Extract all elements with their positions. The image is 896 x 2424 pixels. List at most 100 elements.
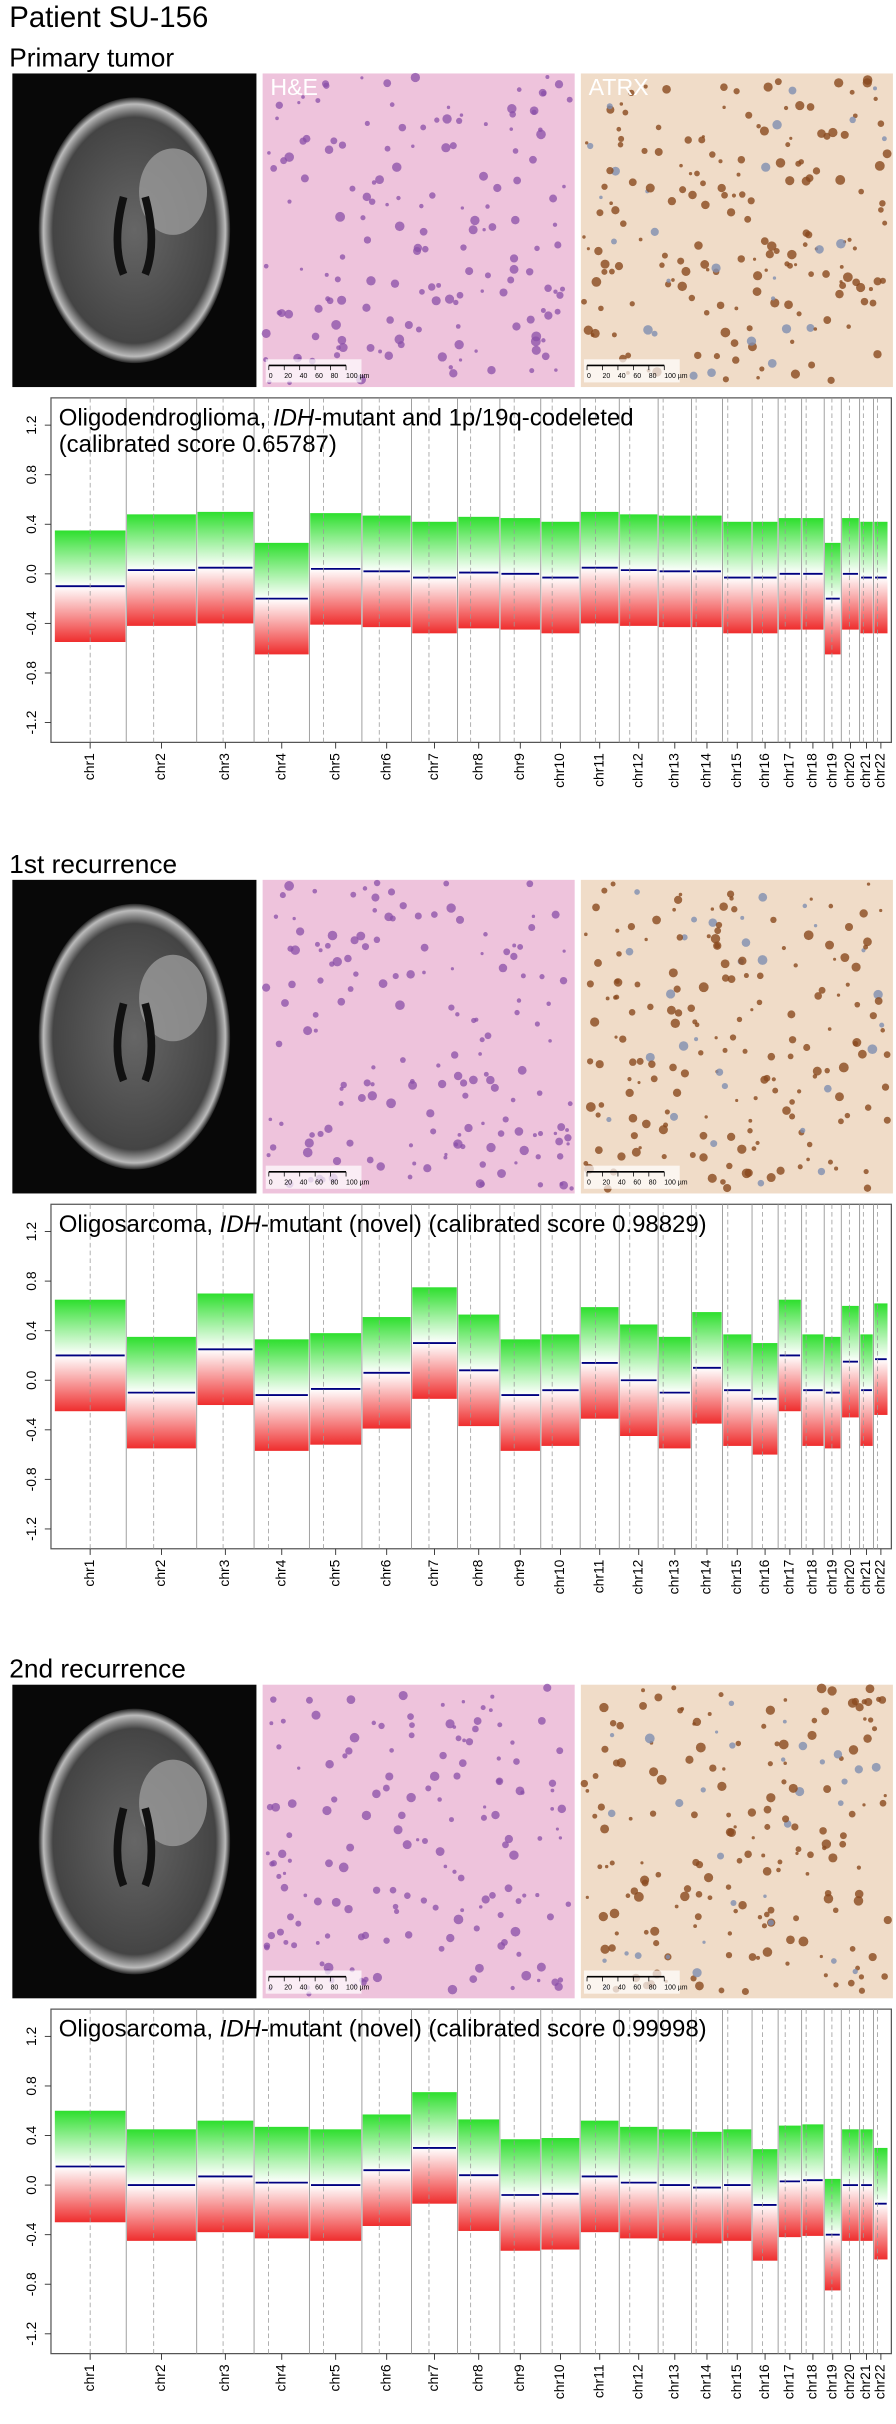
he-nucleus (562, 184, 566, 189)
atrx-nucleus (592, 903, 600, 912)
atrx-nucleus (767, 1906, 775, 1914)
x-tick-label: chr9 (511, 1559, 527, 1586)
he-nucleus (404, 320, 413, 330)
he-nucleus (516, 87, 522, 92)
atrx-nucleus (665, 1954, 671, 1960)
atrx-nucleus (765, 250, 774, 259)
mri-ventricle (113, 1002, 156, 1083)
he-nucleus (392, 973, 399, 980)
he-nucleus (317, 1130, 324, 1137)
atrx-nucleus (695, 1891, 703, 1898)
atrx-nucleus (651, 330, 658, 337)
he-nucleus (325, 1759, 334, 1769)
atrx-nucleus (611, 206, 620, 215)
atrx-nucleus (617, 1152, 626, 1161)
atrx-nucleus (709, 151, 716, 158)
atrx-nucleus (719, 902, 728, 911)
he-nucleus (288, 980, 296, 989)
scale-label: 80 (649, 1179, 657, 1186)
atrx-nucleus (756, 123, 761, 129)
atrx-nucleus (700, 1787, 706, 1793)
atrx-nucleus (808, 361, 816, 369)
atrx-nucleus (615, 928, 620, 933)
atrx-nucleus (773, 247, 780, 255)
atrx-nucleus (787, 249, 797, 260)
atrx-nucleus (655, 124, 662, 131)
y-tick-label: -0.4 (23, 611, 39, 635)
atrx-nucleus (709, 1764, 717, 1772)
he-nucleus (371, 1065, 376, 1070)
he-nucleus (504, 1834, 513, 1844)
he-nucleus (331, 319, 341, 330)
y-tick-label: 0.0 (23, 564, 39, 584)
he-nucleus (361, 1810, 372, 1821)
atrx-nucleus (669, 1063, 677, 1072)
atrx-nucleus (822, 270, 830, 278)
he-nucleus (437, 1079, 447, 1089)
he-nucleus (548, 1779, 557, 1787)
atrx-nucleus (649, 1810, 657, 1817)
he-nucleus (372, 908, 378, 913)
mri-lesion (139, 148, 208, 235)
x-tick-label: chr7 (425, 753, 441, 780)
atrx-nucleus (600, 1944, 610, 1954)
he-nucleus (406, 970, 415, 979)
x-tick-label: chr1 (81, 1559, 97, 1586)
he-nucleus (270, 1860, 277, 1867)
title-part: -mutant (novel) (calibrated score 0.9999… (261, 2016, 707, 2043)
atrx-nucleus (747, 1808, 757, 1817)
he-nucleus (337, 997, 346, 1006)
atrx-nucleus (698, 1050, 704, 1056)
atrx-nucleus (666, 278, 671, 283)
atrx-nucleus (676, 934, 684, 941)
atrx-nucleus (823, 316, 832, 324)
he-nucleus (479, 1161, 486, 1168)
he-nucleus (339, 254, 346, 260)
atrx-nucleus (698, 982, 709, 993)
atrx-nucleus (863, 1168, 869, 1175)
atrx-nucleus (833, 1750, 843, 1759)
he-nucleus (330, 137, 338, 145)
he-nucleus (299, 267, 304, 271)
atrx-nucleus (858, 1974, 865, 1980)
atrx-nucleus (591, 277, 602, 287)
he-nucleus (516, 1951, 522, 1957)
he-nucleus (519, 1145, 529, 1156)
scale-label: 20 (602, 1984, 610, 1991)
he-nucleus (319, 1961, 325, 1967)
scale-label: 100 µm (346, 373, 369, 380)
atrx-nucleus (807, 1730, 817, 1741)
atrx-nucleus (753, 1096, 758, 1101)
he-nucleus (361, 1931, 370, 1940)
atrx-nucleus (581, 298, 587, 305)
atrx-nucleus (766, 1793, 776, 1803)
he-nucleus (357, 1094, 366, 1102)
he-nucleus (420, 1897, 428, 1904)
atrx-nucleus (783, 105, 789, 111)
he-nucleus (287, 1799, 297, 1808)
he-nucleus (324, 942, 331, 949)
atrx-nucleus (854, 1001, 861, 1008)
atrx-nucleus (654, 148, 663, 156)
he-nucleus (335, 211, 346, 222)
atrx-nucleus (634, 981, 641, 988)
atrx-nucleus (595, 1060, 604, 1069)
atrx-nucleus (823, 1973, 828, 1978)
atrx-nucleus (861, 1699, 867, 1705)
he-nucleus (409, 1722, 415, 1729)
atrx-nucleus (666, 1005, 676, 1015)
he-nucleus (502, 1841, 509, 1849)
atrx-nucleus (771, 1077, 776, 1082)
he-nucleus (525, 268, 534, 276)
atrx-nucleus (628, 1008, 636, 1016)
he-nucleus (537, 1716, 546, 1725)
he-nucleus (541, 352, 550, 361)
atrx-nucleus (827, 1159, 833, 1165)
he-nucleus (284, 152, 294, 162)
he-nucleus (262, 983, 271, 992)
atrx-nucleus (878, 207, 884, 213)
atrx-nucleus (748, 1118, 753, 1123)
atrx-nucleus (873, 350, 882, 359)
he-nucleus (556, 291, 564, 299)
he-nucleus (531, 109, 537, 115)
